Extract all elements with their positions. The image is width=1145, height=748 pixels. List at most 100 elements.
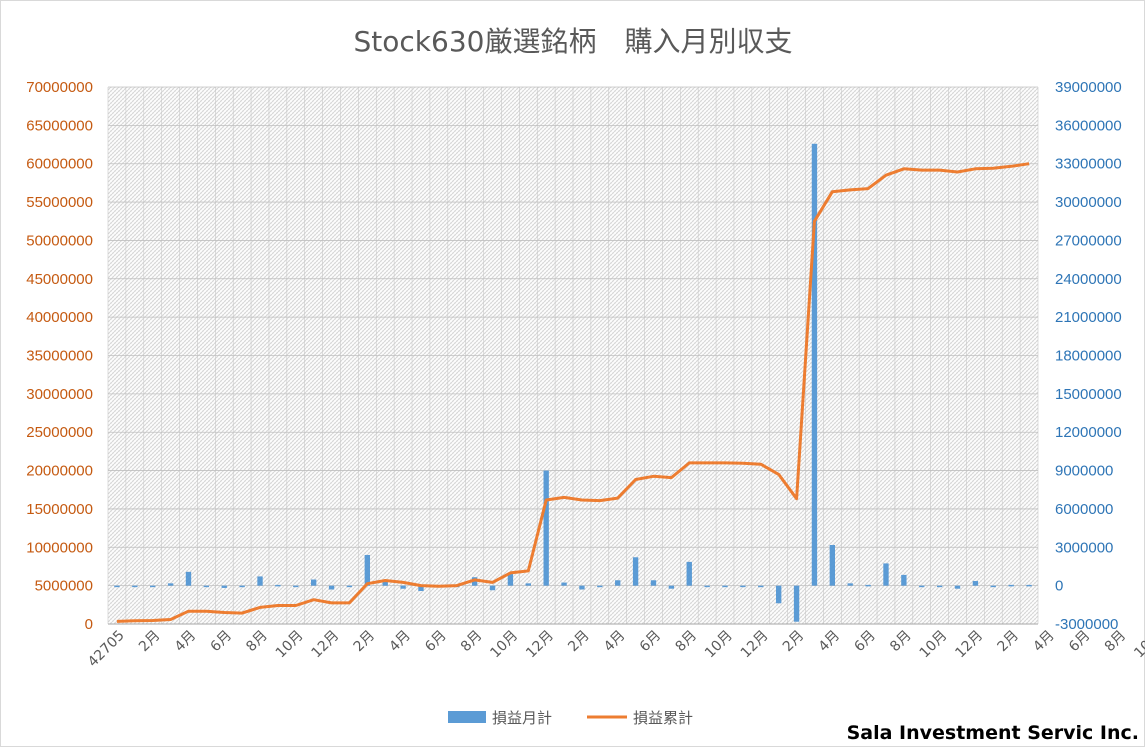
right-axis-tick-label: -3000000 [1055, 616, 1118, 633]
left-axis-tick-label: 45000000 [26, 271, 93, 288]
bar [847, 583, 853, 586]
bar [418, 585, 424, 592]
left-axis-tick-label: 30000000 [26, 386, 93, 403]
x-axis-tick-label: 8月 [243, 628, 271, 656]
x-axis-tick-label: 2月 [351, 628, 379, 656]
x-axis: 42705 2月 4月 6月 8月 10月 12月 2月 4月 6月 8月 10月 12月 2月 4月 6月 8… [85, 623, 1145, 671]
right-axis-tick-label: 0 [1055, 578, 1063, 595]
gridlines [107, 86, 1039, 625]
bar [775, 585, 782, 604]
right-axis-tick-label: 9000000 [1055, 463, 1113, 480]
bar [364, 554, 371, 586]
right-axis-tick-label: 24000000 [1055, 271, 1122, 288]
bar [275, 584, 281, 587]
chart-title: Stock630厳選銘柄 購入月別収支 [354, 25, 793, 58]
left-axis-tick-label: 55000000 [26, 194, 93, 211]
bar [561, 582, 567, 586]
right-axis-tick-label: 39000000 [1055, 79, 1122, 96]
x-axis-tick-label: 4月 [601, 628, 629, 656]
left-axis-tick-label: 25000000 [26, 424, 93, 441]
x-axis-tick-label: 6月 [422, 628, 450, 656]
right-axis-tick-label: 6000000 [1055, 501, 1113, 518]
bar [793, 585, 800, 622]
bar [1026, 584, 1032, 587]
bar [668, 585, 675, 589]
bar [883, 563, 889, 586]
right-axis-tick-label: 30000000 [1055, 194, 1122, 211]
x-axis-tick-label: 4月 [386, 628, 414, 656]
credit-text: Sala Investment Servic Inc. [847, 722, 1139, 744]
right-axis-tick-label: 12000000 [1055, 424, 1122, 441]
left-axis: 0 5000000 10000000 15000000 20000000 25000000… [26, 79, 93, 633]
right-axis-tick-label: 18000000 [1055, 348, 1122, 365]
x-axis-tick-label: 10月 [487, 628, 521, 662]
bar [740, 585, 746, 588]
bar [328, 585, 335, 590]
x-axis-tick-label: 10月 [917, 628, 951, 662]
legend-bar-swatch [448, 711, 486, 723]
x-axis-tick-label: 2月 [136, 628, 164, 656]
x-axis-tick-label: 42705 [85, 628, 128, 671]
x-axis-tick-label: 4月 [816, 628, 844, 656]
line-series [116, 162, 1030, 623]
right-axis-tick-label: 3000000 [1055, 539, 1113, 556]
bar [615, 580, 621, 586]
bar [758, 585, 764, 588]
x-axis-tick-label: 12月 [523, 628, 557, 662]
bar [865, 584, 871, 587]
left-axis-tick-label: 20000000 [26, 463, 93, 480]
right-axis-tick-label: 21000000 [1055, 309, 1122, 326]
bar [150, 585, 156, 588]
bar [579, 585, 585, 590]
bar [1008, 584, 1014, 587]
x-axis-tick-label: 4月 [172, 628, 200, 656]
bar [489, 585, 496, 591]
right-axis-tick-label: 27000000 [1055, 232, 1122, 249]
left-axis-tick-label: 60000000 [26, 156, 93, 173]
bar [525, 583, 531, 586]
x-axis-tick-label: 12月 [738, 628, 772, 662]
bar [293, 585, 299, 588]
left-axis-tick-label: 35000000 [26, 348, 93, 365]
left-axis-tick-label: 40000000 [26, 309, 93, 326]
bar [167, 583, 174, 586]
x-axis-tick-label: 8月 [673, 628, 701, 656]
bar [811, 143, 818, 586]
bar [954, 585, 961, 589]
bar [919, 585, 925, 588]
x-axis-tick-label: 2月 [994, 628, 1022, 656]
bar-series [114, 143, 1032, 622]
bar [507, 573, 514, 586]
bar [114, 585, 120, 588]
bar [990, 585, 996, 588]
bar [901, 574, 907, 586]
x-axis-tick-label: 6月 [637, 628, 665, 656]
right-axis-tick-label: 36000000 [1055, 117, 1122, 134]
x-axis-tick-label: 12月 [952, 628, 986, 662]
left-axis-tick-label: 0 [85, 616, 93, 633]
x-axis-tick-label: 2月 [780, 628, 808, 656]
right-axis: -3000000 0 3000000 6000000 9000000 12000000 15… [1055, 79, 1122, 633]
bar [382, 581, 388, 586]
x-axis-tick-label: 2月 [565, 628, 593, 656]
bar [310, 579, 317, 586]
x-axis-tick-label: 12月 [309, 628, 343, 662]
bar [829, 544, 836, 586]
left-axis-tick-label: 5000000 [35, 578, 93, 595]
bar [632, 557, 639, 586]
bar [543, 470, 549, 586]
bar [972, 581, 979, 586]
x-axis-tick-label: 4月 [1030, 628, 1058, 656]
x-axis-tick-label: 10月 [1131, 628, 1145, 662]
x-axis-tick-label: 8月 [887, 628, 915, 656]
bar [704, 585, 710, 588]
bar [132, 585, 138, 588]
bar [936, 585, 943, 588]
bar [650, 580, 657, 586]
cumulative-line [116, 162, 1030, 623]
bar [722, 585, 728, 588]
bar [221, 585, 227, 588]
left-axis-tick-label: 70000000 [26, 79, 93, 96]
